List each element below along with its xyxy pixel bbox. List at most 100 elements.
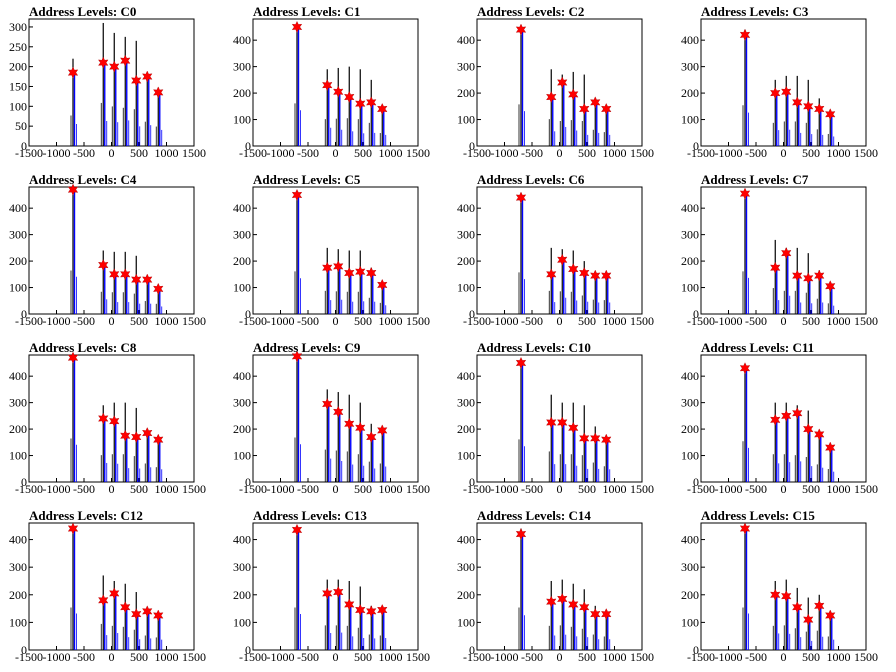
chart-panel: 0 100 200 300 400 -1500 -1000 -500 0 500 1000 1500 A…: [0, 504, 224, 672]
x-tick-label: -1500: [239, 650, 267, 664]
chart-panel: 0 100 200 300 400 -1500 -1000 -500 0 500 1000 1500 A…: [224, 0, 448, 168]
x-tick-label: -500: [297, 650, 319, 664]
x-tick-label: -500: [73, 650, 95, 664]
x-tick-label: 0: [557, 314, 563, 328]
y-tick-label: 0: [469, 307, 475, 321]
plot-frame: [252, 354, 419, 483]
x-tick-label: -1500: [463, 146, 491, 160]
y-tick-label: 100: [681, 113, 699, 127]
chart-title: Address Levels: C5: [253, 172, 361, 187]
peak-marker: [131, 74, 142, 87]
y-tick-label: 400: [681, 369, 699, 383]
peak-marker: [739, 28, 751, 41]
x-tick-label: 500: [354, 650, 372, 664]
peak-marker: [814, 599, 825, 612]
peak-marker: [814, 102, 825, 115]
x-tick-label: 1500: [182, 146, 206, 160]
y-tick-label: 0: [245, 475, 251, 489]
peak-marker: [109, 268, 120, 281]
y-tick-label: 400: [233, 33, 251, 47]
y-tick-label: 400: [9, 369, 27, 383]
y-tick-label: 300: [681, 228, 699, 242]
x-tick-label: 500: [802, 650, 820, 664]
chart-svg: 0 100 200 300 400 -1500 -1000 -500 0 500 1000 1500: [681, 18, 878, 160]
y-tick-label: 200: [681, 86, 699, 100]
plot-frame: [476, 354, 643, 483]
chart-svg: 0 100 200 300 400 -1500 -1000 -500 0 500 1000 1500: [457, 354, 654, 496]
y-tick-label: 400: [681, 533, 699, 547]
peak-marker: [366, 96, 377, 109]
x-tick-label: 0: [781, 482, 787, 496]
peak-marker: [770, 87, 781, 100]
peak-marker: [803, 100, 814, 113]
plot-frame: [252, 186, 419, 315]
peak-marker: [825, 280, 836, 293]
x-tick-label: 500: [354, 482, 372, 496]
peak-marker: [579, 102, 590, 115]
peak-marker: [546, 416, 557, 429]
x-tick-label: -1000: [43, 146, 71, 160]
peak-marker: [739, 522, 751, 535]
peak-marker: [344, 91, 355, 104]
peak-marker: [568, 421, 579, 434]
x-tick-label: -1500: [239, 482, 267, 496]
peak-marker: [366, 267, 377, 279]
peak-marker: [792, 601, 803, 614]
peak-marker: [322, 397, 333, 410]
peak-marker: [377, 102, 388, 115]
peak-marker: [333, 405, 344, 418]
y-tick-label: 0: [21, 139, 27, 153]
y-tick-label: 400: [457, 369, 475, 383]
y-tick-label: 200: [9, 422, 27, 436]
y-tick-label: 100: [457, 281, 475, 295]
chart-title: Address Levels: C12: [29, 508, 143, 523]
peak-marker: [803, 613, 814, 626]
x-tick-label: 1500: [182, 314, 206, 328]
x-tick-label: 1500: [854, 482, 878, 496]
x-tick-label: 500: [578, 650, 596, 664]
y-tick-label: 400: [457, 201, 475, 215]
peak-marker: [515, 23, 527, 36]
x-tick-label: 0: [109, 314, 115, 328]
x-tick-label: 1500: [630, 146, 654, 160]
y-tick-label: 0: [693, 643, 699, 657]
x-tick-label: 0: [557, 482, 563, 496]
y-tick-label: 100: [233, 113, 251, 127]
y-tick-label: 100: [9, 281, 27, 295]
x-tick-label: -1500: [15, 482, 43, 496]
y-tick-label: 100: [9, 615, 27, 629]
peak-marker: [579, 267, 590, 279]
peak-marker: [355, 603, 366, 616]
peak-marker: [825, 609, 836, 622]
chart-title: Address Levels: C10: [477, 340, 591, 355]
x-tick-label: -500: [521, 482, 543, 496]
x-tick-label: 1000: [827, 650, 851, 664]
y-tick-label: 300: [457, 60, 475, 74]
chart-panel: 0 100 200 300 400 -1500 -1000 -500 0 500 1000 1500 A…: [224, 504, 448, 672]
y-tick-label: 200: [681, 254, 699, 268]
peak-marker: [792, 269, 803, 282]
y-tick-label: 250: [9, 40, 27, 54]
peak-marker: [344, 598, 355, 611]
peak-marker: [568, 598, 579, 611]
x-tick-label: 1000: [379, 482, 403, 496]
x-tick-label: 1000: [603, 650, 627, 664]
peak-marker: [601, 102, 612, 115]
x-tick-label: -1500: [15, 146, 43, 160]
x-tick-label: -500: [745, 146, 767, 160]
chart-svg: 0 100 200 300 400 -1500 -1000 -500 0 500 1000 1500: [233, 186, 430, 328]
peak-marker: [67, 183, 79, 196]
peak-marker: [291, 20, 303, 33]
x-tick-label: -1000: [715, 650, 743, 664]
peak-marker: [322, 79, 333, 92]
chart-panel: 0 100 200 300 400 -1500 -1000 -500 0 500 1000 1500 A…: [672, 504, 896, 672]
x-tick-label: 1500: [630, 650, 654, 664]
y-tick-label: 300: [233, 560, 251, 574]
peak-marker: [546, 595, 557, 608]
x-tick-label: -500: [297, 314, 319, 328]
peak-marker: [590, 96, 601, 109]
x-tick-label: -1500: [687, 146, 715, 160]
peak-marker: [322, 261, 333, 274]
y-tick-label: 100: [681, 449, 699, 463]
